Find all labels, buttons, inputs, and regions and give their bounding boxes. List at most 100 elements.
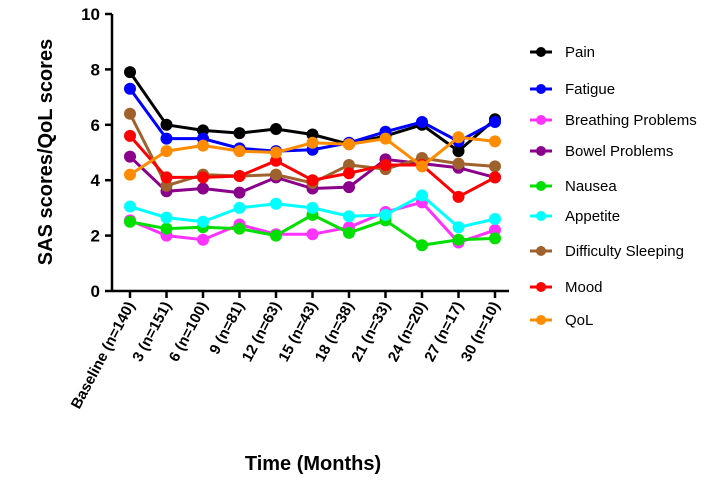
y-tick-label: 4 bbox=[91, 171, 101, 190]
data-point bbox=[270, 122, 282, 135]
data-point bbox=[489, 160, 501, 173]
data-point bbox=[489, 116, 501, 129]
data-point bbox=[233, 222, 246, 235]
legend-marker bbox=[536, 282, 546, 292]
y-axis-title: SAS scores/QoL scores bbox=[35, 39, 57, 265]
data-point bbox=[489, 212, 501, 225]
y-tick-label: 10 bbox=[81, 5, 100, 24]
data-point bbox=[343, 226, 355, 239]
legend-item: Bowel Problems bbox=[530, 143, 673, 160]
data-point bbox=[306, 136, 319, 149]
data-point bbox=[270, 168, 282, 181]
data-point bbox=[452, 157, 465, 170]
data-point bbox=[270, 229, 282, 242]
data-point bbox=[306, 128, 319, 141]
legend-marker bbox=[536, 47, 546, 57]
data-point bbox=[343, 210, 355, 223]
data-point bbox=[343, 167, 355, 180]
legend-label: Pain bbox=[565, 44, 595, 61]
data-point bbox=[379, 132, 392, 145]
legend-marker bbox=[536, 315, 546, 325]
y-tick-label: 0 bbox=[91, 282, 100, 301]
data-point bbox=[270, 146, 282, 159]
legend-item: QoL bbox=[530, 312, 593, 329]
data-point bbox=[452, 145, 465, 158]
data-point bbox=[124, 107, 136, 120]
legend-marker bbox=[536, 246, 546, 256]
legend-item: Appetite bbox=[530, 208, 620, 225]
data-point bbox=[124, 215, 136, 228]
data-point bbox=[452, 190, 465, 203]
x-tick-label: Baseline (n=140) bbox=[68, 299, 139, 412]
legend-label: Breathing Problems bbox=[565, 112, 697, 129]
legend-marker bbox=[536, 84, 546, 94]
y-tick-label: 2 bbox=[91, 227, 100, 246]
data-point bbox=[124, 129, 136, 142]
data-point bbox=[233, 201, 246, 214]
legend-marker bbox=[536, 115, 546, 125]
data-point bbox=[270, 197, 282, 210]
data-point bbox=[124, 82, 136, 95]
data-point bbox=[233, 145, 246, 158]
data-point bbox=[197, 215, 209, 228]
legend-label: Difficulty Sleeping bbox=[565, 243, 684, 260]
data-point bbox=[233, 127, 246, 140]
data-point bbox=[489, 232, 501, 245]
data-point bbox=[233, 186, 246, 199]
data-point bbox=[306, 201, 319, 214]
legend-label: Fatigue bbox=[565, 81, 615, 98]
legend-item: Fatigue bbox=[530, 81, 615, 98]
legend-label: QoL bbox=[565, 312, 593, 329]
data-point bbox=[197, 124, 209, 137]
data-point bbox=[124, 150, 136, 163]
data-point bbox=[379, 208, 392, 221]
data-point bbox=[416, 189, 428, 202]
data-point bbox=[452, 233, 465, 246]
x-tick-label: 9 (n=81) bbox=[206, 299, 248, 357]
legend-label: Bowel Problems bbox=[565, 143, 673, 160]
data-point bbox=[124, 168, 136, 181]
data-point bbox=[160, 222, 173, 235]
legend-label: Mood bbox=[565, 279, 603, 296]
data-point bbox=[306, 228, 319, 241]
legend-item: Breathing Problems bbox=[530, 112, 697, 129]
data-point bbox=[270, 154, 282, 167]
data-point bbox=[343, 158, 355, 171]
legend-item: Pain bbox=[530, 44, 595, 61]
data-point bbox=[160, 132, 173, 145]
legend-item: Nausea bbox=[530, 178, 617, 195]
data-point bbox=[489, 171, 501, 184]
series-appetite bbox=[124, 189, 501, 234]
y-tick-label: 6 bbox=[91, 116, 100, 135]
y-tick-label: 8 bbox=[91, 60, 100, 79]
data-point bbox=[416, 160, 428, 173]
data-point bbox=[197, 139, 209, 152]
data-point bbox=[306, 174, 319, 187]
data-point bbox=[452, 131, 465, 144]
legend-label: Appetite bbox=[565, 208, 620, 225]
series-nausea bbox=[124, 208, 501, 252]
data-point bbox=[233, 170, 246, 183]
data-point bbox=[416, 239, 428, 252]
data-point bbox=[379, 158, 392, 171]
data-point bbox=[416, 116, 428, 129]
data-point bbox=[124, 200, 136, 213]
data-point bbox=[197, 233, 209, 246]
data-point bbox=[124, 66, 136, 79]
series-qol bbox=[124, 131, 501, 181]
data-point bbox=[197, 182, 209, 195]
legend-marker bbox=[536, 181, 546, 191]
data-point bbox=[489, 224, 501, 237]
legend-marker bbox=[536, 211, 546, 221]
data-point bbox=[197, 171, 209, 184]
data-point bbox=[343, 138, 355, 151]
x-axis-title: Time (Months) bbox=[245, 453, 381, 475]
legend-marker bbox=[536, 146, 546, 156]
data-point bbox=[343, 181, 355, 194]
legend-label: Nausea bbox=[565, 178, 617, 195]
legend-item: Mood bbox=[530, 279, 603, 296]
data-point bbox=[489, 135, 501, 148]
legend-item: Difficulty Sleeping bbox=[530, 243, 684, 260]
data-point bbox=[160, 145, 173, 158]
